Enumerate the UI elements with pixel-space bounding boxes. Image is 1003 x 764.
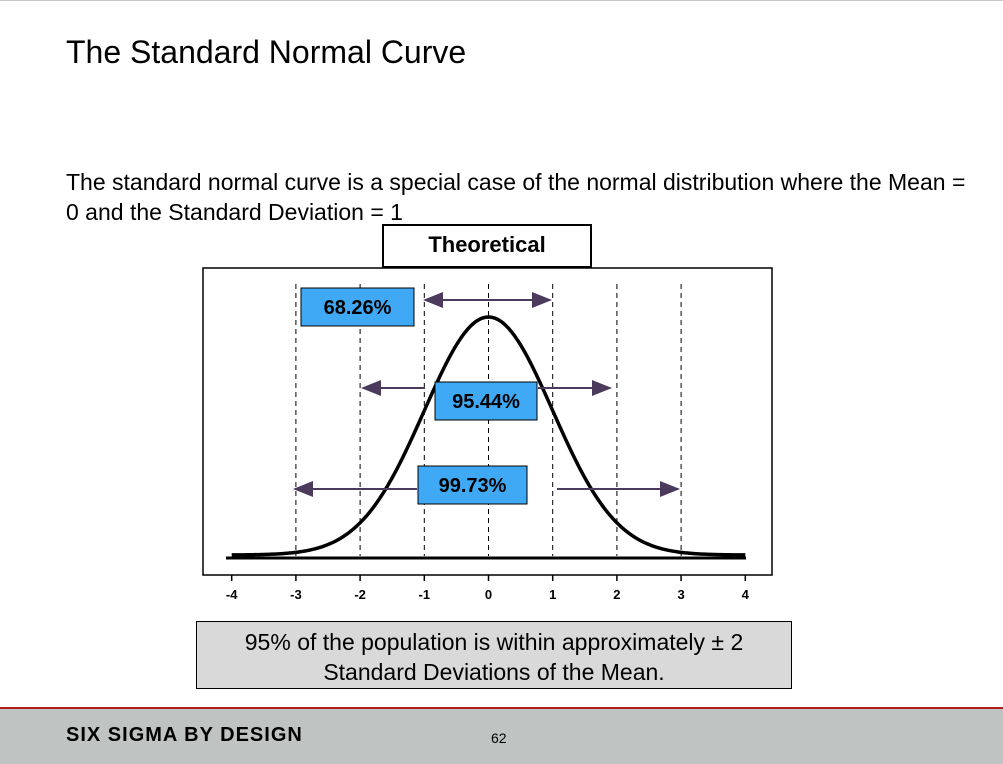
x-tick-label: -2 — [354, 587, 366, 602]
x-tick-label: -1 — [419, 587, 431, 602]
x-tick-label: 1 — [549, 587, 556, 602]
x-tick-label: 0 — [485, 587, 492, 602]
intro-text: The standard normal curve is a special c… — [66, 169, 966, 225]
interval-2: 95.44% — [361, 380, 612, 421]
x-tick-label: -4 — [226, 587, 238, 602]
interval-label-box — [417, 465, 528, 505]
x-tick-label: 3 — [677, 587, 684, 602]
normal-curve-chart: 68.26% 95.44% 99.73% -4 -3 -2 -1 0 1 2 3 4 — [202, 267, 773, 602]
theoretical-label: Theoretical — [382, 224, 592, 268]
normal-curve — [231, 315, 746, 557]
footer-brand: SIX SIGMA BY DESIGN — [66, 724, 303, 746]
interval-label-box — [434, 381, 538, 421]
interval-label: 68.26% — [324, 297, 392, 319]
x-tick-label: -3 — [290, 587, 302, 602]
interval-1: 68.26% — [300, 287, 552, 327]
footer-bar: SIX SIGMA BY DESIGN 62 — [0, 707, 1003, 764]
page-number: 62 — [491, 730, 507, 746]
top-border-line — [0, 0, 1003, 1]
x-tick-label: 2 — [613, 587, 620, 602]
callout-box: 95% of the population is within approxim… — [196, 621, 792, 689]
interval-label: 99.73% — [439, 475, 507, 497]
interval-label-box — [300, 287, 415, 327]
plot-frame — [202, 267, 773, 576]
slide-title: The Standard Normal Curve — [66, 34, 467, 70]
x-tick-label: 4 — [742, 587, 750, 602]
interval-3: 99.73% — [293, 465, 680, 505]
interval-label: 95.44% — [452, 391, 520, 413]
